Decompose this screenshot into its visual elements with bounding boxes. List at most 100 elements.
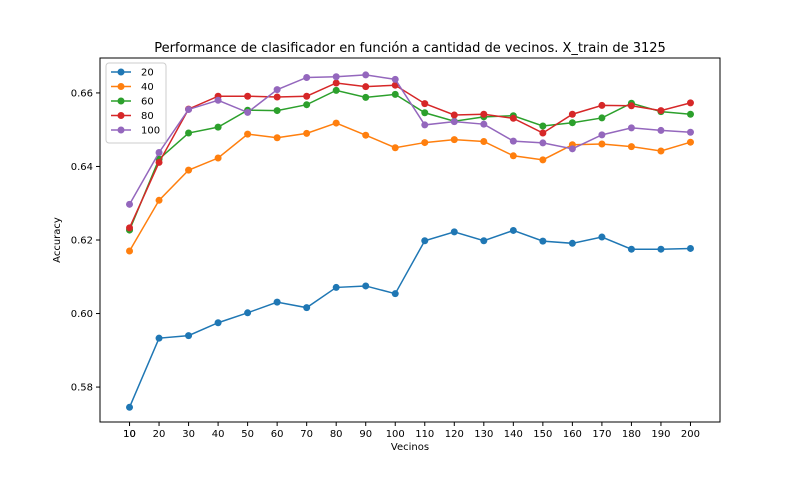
data-point xyxy=(273,93,281,101)
data-point xyxy=(303,92,311,100)
data-point xyxy=(126,200,134,208)
data-point xyxy=(450,118,458,126)
series-line xyxy=(128,89,691,231)
y-axis-label: Accuracy xyxy=(52,217,63,263)
x-tick-label: 90 xyxy=(359,429,372,440)
x-tick-label: 150 xyxy=(533,429,552,440)
data-point xyxy=(332,283,340,291)
legend-label: 100 xyxy=(141,126,160,137)
data-point xyxy=(598,140,606,148)
plot-area xyxy=(99,57,721,423)
data-point xyxy=(244,130,252,138)
legend-entry: 40 xyxy=(111,82,154,93)
x-tick-label: 170 xyxy=(592,429,611,440)
data-point xyxy=(362,93,370,101)
data-point xyxy=(421,237,429,245)
chart-title: Performance de clasificador en función a… xyxy=(154,41,666,56)
data-point xyxy=(185,129,193,137)
data-point xyxy=(303,73,311,81)
legend-label: 20 xyxy=(141,68,154,79)
x-tick-label: 10 xyxy=(123,429,136,440)
series-line xyxy=(128,229,691,408)
data-point xyxy=(185,105,193,113)
data-point xyxy=(244,108,252,116)
x-tick-label: 130 xyxy=(474,429,493,440)
data-point xyxy=(568,239,576,247)
x-tick-label: 50 xyxy=(241,429,254,440)
data-point xyxy=(126,403,134,411)
data-point xyxy=(598,101,606,109)
legend-label: 60 xyxy=(141,97,154,108)
data-point xyxy=(539,237,547,245)
data-point xyxy=(539,122,547,130)
x-tick-label: 160 xyxy=(563,429,582,440)
data-point xyxy=(657,245,665,253)
data-point xyxy=(332,86,340,94)
data-point xyxy=(627,143,635,151)
data-point xyxy=(391,290,399,298)
legend-entry: 80 xyxy=(111,111,154,122)
series-line xyxy=(128,74,691,205)
y-tick-label: 0.64 xyxy=(71,162,93,173)
data-point xyxy=(568,119,576,127)
legend-marker xyxy=(117,83,125,90)
data-point xyxy=(539,129,547,137)
data-point xyxy=(657,107,665,115)
legend-entry: 100 xyxy=(111,126,160,137)
data-point xyxy=(391,75,399,83)
data-point xyxy=(627,245,635,253)
x-tick-label: 10 xyxy=(123,429,136,440)
data-point xyxy=(480,137,488,145)
data-point xyxy=(421,109,429,117)
legend-label: 80 xyxy=(141,111,154,122)
data-point xyxy=(362,71,370,79)
data-point xyxy=(509,152,517,160)
data-point xyxy=(155,196,163,204)
data-point xyxy=(185,332,193,340)
data-point xyxy=(332,73,340,81)
x-tick-label: 40 xyxy=(212,429,225,440)
data-point xyxy=(214,96,222,104)
y-tick-label: 0.58 xyxy=(71,383,93,394)
data-point xyxy=(126,247,134,255)
data-point xyxy=(686,99,694,107)
legend-label: 40 xyxy=(141,82,154,93)
x-tick-label: 60 xyxy=(271,429,284,440)
data-point xyxy=(391,81,399,89)
data-point xyxy=(657,126,665,134)
data-point xyxy=(539,139,547,147)
y-tick-label: 0.62 xyxy=(71,236,93,247)
x-tick-label: 110 xyxy=(415,429,434,440)
series-layer xyxy=(126,71,694,411)
x-tick-label: 20 xyxy=(153,429,166,440)
data-point xyxy=(155,148,163,156)
data-point xyxy=(155,334,163,342)
data-point xyxy=(391,90,399,98)
x-tick-label: 100 xyxy=(386,429,405,440)
legend-entry: 20 xyxy=(111,68,154,79)
data-point xyxy=(214,319,222,327)
x-tick-label: 200 xyxy=(681,429,700,440)
data-point xyxy=(686,138,694,146)
data-point xyxy=(657,147,665,155)
data-point xyxy=(185,166,193,174)
data-point xyxy=(421,100,429,108)
series-line xyxy=(128,122,691,252)
data-point xyxy=(421,121,429,129)
data-point xyxy=(362,131,370,139)
y-tick-label: 0.66 xyxy=(71,88,93,99)
legend-entry: 60 xyxy=(111,97,154,108)
data-point xyxy=(332,119,340,127)
series-40 xyxy=(126,119,694,255)
series-100 xyxy=(126,71,694,208)
data-point xyxy=(303,101,311,109)
data-point xyxy=(273,298,281,306)
data-point xyxy=(509,226,517,234)
data-point xyxy=(686,110,694,118)
data-point xyxy=(303,129,311,137)
data-point xyxy=(480,237,488,245)
data-point xyxy=(214,123,222,131)
x-tick-label: 120 xyxy=(445,429,464,440)
data-point xyxy=(509,114,517,122)
